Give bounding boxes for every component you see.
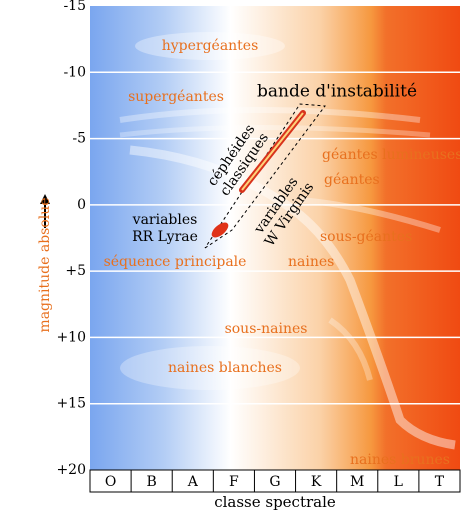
region-label: géantes lumineuses [322,147,462,163]
y-tick-label: +20 [56,462,86,478]
subgiant-branch [299,197,441,233]
class-label: K [311,474,322,490]
region-label: naines brunes [350,452,450,468]
rr-lyrae-label: variables [132,212,198,228]
class-label: T [435,474,445,490]
y-axis-label: magnitude absolue [37,197,53,332]
y-tick-label: -15 [63,0,86,14]
y-tick-label: 0 [77,197,86,213]
class-label: F [229,474,239,490]
region-label: séquence principale [104,254,247,270]
region-label: naines blanches [168,360,282,376]
y-tick-label: -10 [63,64,86,80]
class-label: M [350,474,364,490]
rr-lyrae-marker [211,222,229,238]
rr-lyrae-label: RR Lyrae [132,229,198,245]
y-tick-label: +5 [65,263,86,279]
region-label: sous-naines [225,321,308,337]
class-label: O [105,474,116,490]
regions-shapes [119,32,456,450]
grid [90,71,460,405]
region-label: sous-géantes [320,229,412,245]
class-label: G [269,474,280,490]
supergiant-band [119,107,421,123]
hypergiant-zone [135,32,285,60]
white-dwarf-zone [120,346,300,390]
supergiant-band [119,125,431,138]
axis-arrowhead [40,194,50,204]
class-label: B [147,474,157,490]
y-tick-label: +10 [56,329,86,345]
subdwarf-branch [328,317,373,381]
class-row [89,469,461,493]
x-axis-label: classe spectrale [214,493,336,511]
y-tick-label: -5 [72,131,86,147]
main-sequence [129,145,456,450]
class-label: L [394,474,403,490]
region-label: supergéantes [128,89,224,105]
region-label: naines [288,254,334,270]
class-label: A [187,474,199,490]
region-label: hypergéantes [162,38,259,54]
strip-label: bande d'instabilité [257,82,417,102]
plot-background [90,6,460,470]
cepheid-strip-core [241,112,304,191]
region-label: géantes [324,172,380,188]
y-tick-label: +15 [56,396,86,412]
